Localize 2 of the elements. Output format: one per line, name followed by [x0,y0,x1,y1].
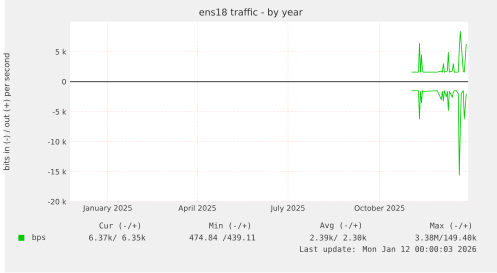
chart-title: ens18 traffic - by year [199,8,303,18]
line-series [411,90,467,176]
